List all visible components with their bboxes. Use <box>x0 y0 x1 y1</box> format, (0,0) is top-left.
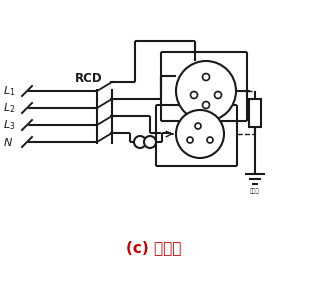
Circle shape <box>191 92 197 98</box>
Text: 接地极: 接地极 <box>250 188 260 194</box>
Text: $L_2$: $L_2$ <box>3 101 15 115</box>
Circle shape <box>134 136 146 148</box>
Circle shape <box>207 137 213 143</box>
Circle shape <box>202 74 210 80</box>
Bar <box>249 98 261 126</box>
Text: RCD: RCD <box>75 72 103 86</box>
Circle shape <box>195 123 201 129</box>
Circle shape <box>144 136 156 148</box>
Text: (c) 四极式: (c) 四极式 <box>126 241 182 255</box>
Text: $N$: $N$ <box>3 136 13 148</box>
Circle shape <box>176 110 224 158</box>
Circle shape <box>214 92 222 98</box>
Circle shape <box>187 137 193 143</box>
Text: $L_1$: $L_1$ <box>3 84 15 98</box>
Text: $L_3$: $L_3$ <box>3 118 15 132</box>
Circle shape <box>202 102 210 108</box>
Circle shape <box>176 61 236 121</box>
